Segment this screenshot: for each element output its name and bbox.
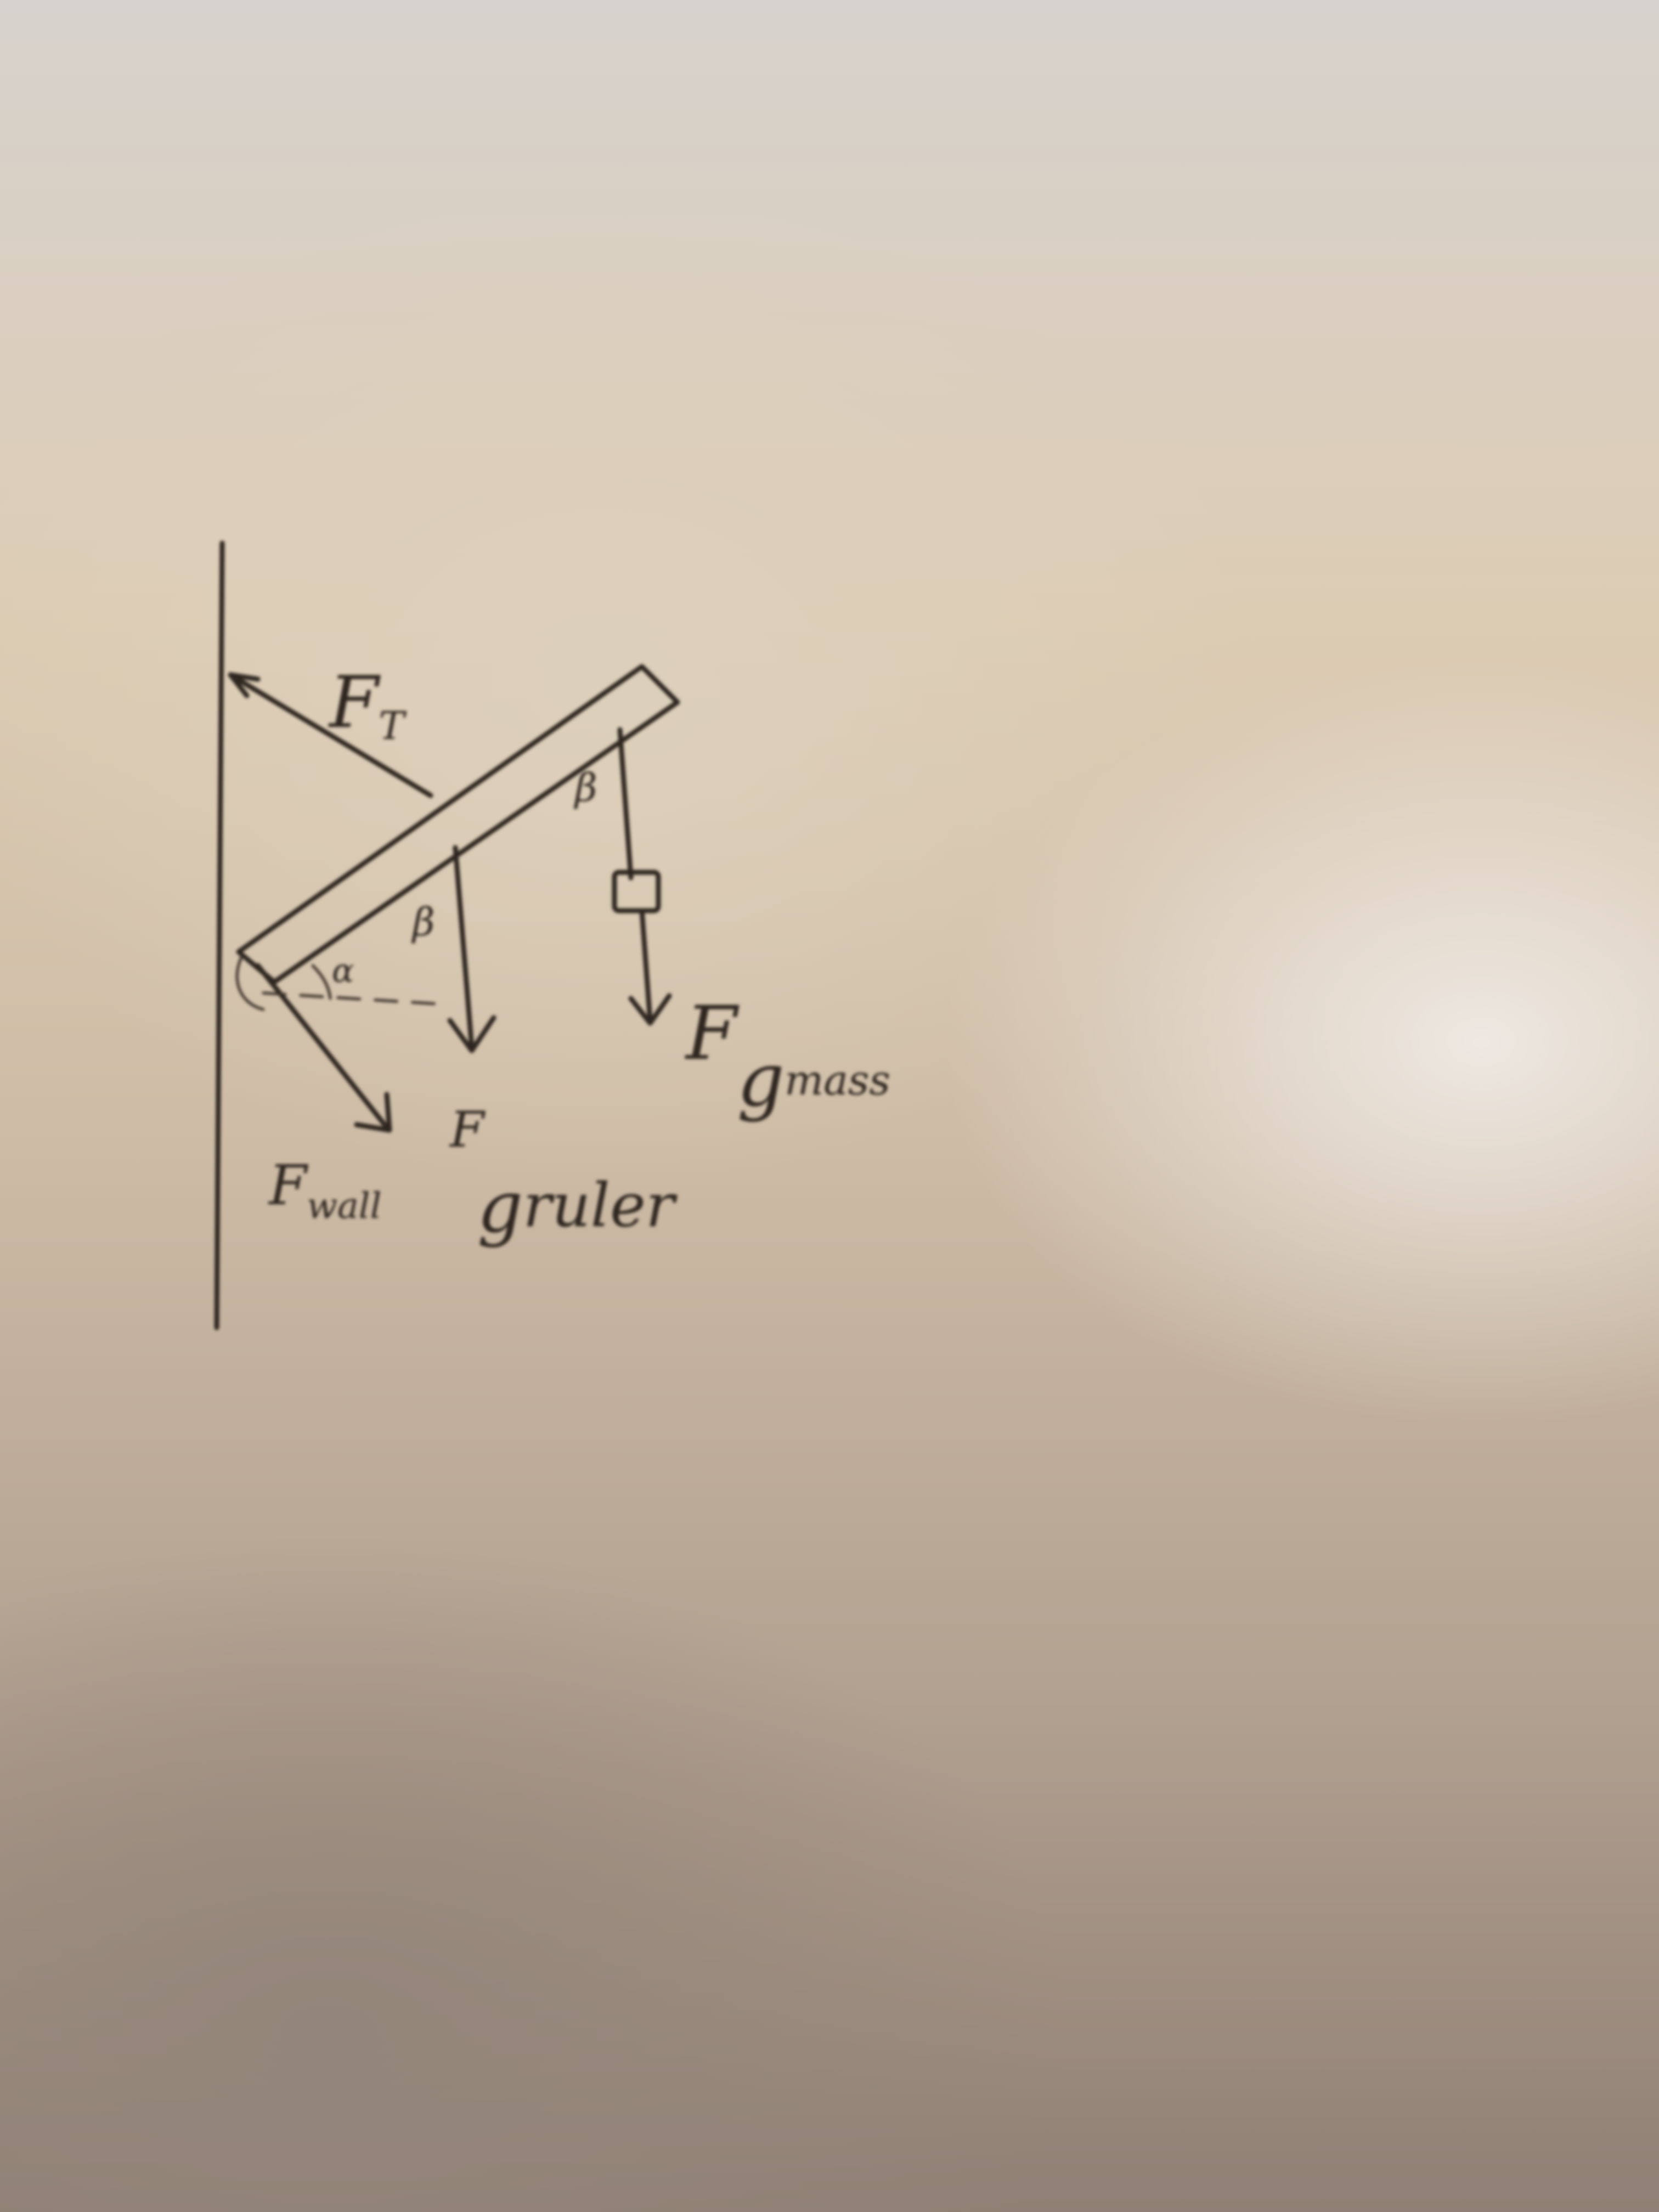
beta-label-upper: β (573, 765, 597, 810)
tension-label: FT (328, 661, 407, 748)
wall-force-arrow (255, 963, 390, 1130)
wall-line (214, 540, 225, 1330)
pivot-hinge-mark (235, 956, 265, 1011)
mass-string (617, 727, 634, 881)
tension-arrowhead (228, 672, 261, 698)
gravity-mass-label: Fgmass (684, 990, 890, 1123)
gravity-mass-arrowhead (628, 993, 672, 1026)
hanging-mass-block (612, 870, 661, 913)
tension-string (228, 672, 433, 798)
ruler-beam (236, 664, 680, 985)
alpha-angle-arc (311, 964, 332, 1000)
wall-force-arrowhead (354, 1092, 392, 1133)
gravity-ruler-arrowhead (447, 1015, 496, 1053)
wall-force-label: Fwall (268, 1153, 381, 1227)
gravity-mass-arrow (639, 908, 653, 1023)
beta-label-lower: β (411, 900, 435, 945)
gravity-ruler-arrow (453, 845, 475, 1051)
horizontal-reference-dashed-line (262, 991, 441, 1006)
gravity-ruler-label: F gruler (449, 1101, 678, 1249)
alpha-label: α (332, 952, 354, 990)
